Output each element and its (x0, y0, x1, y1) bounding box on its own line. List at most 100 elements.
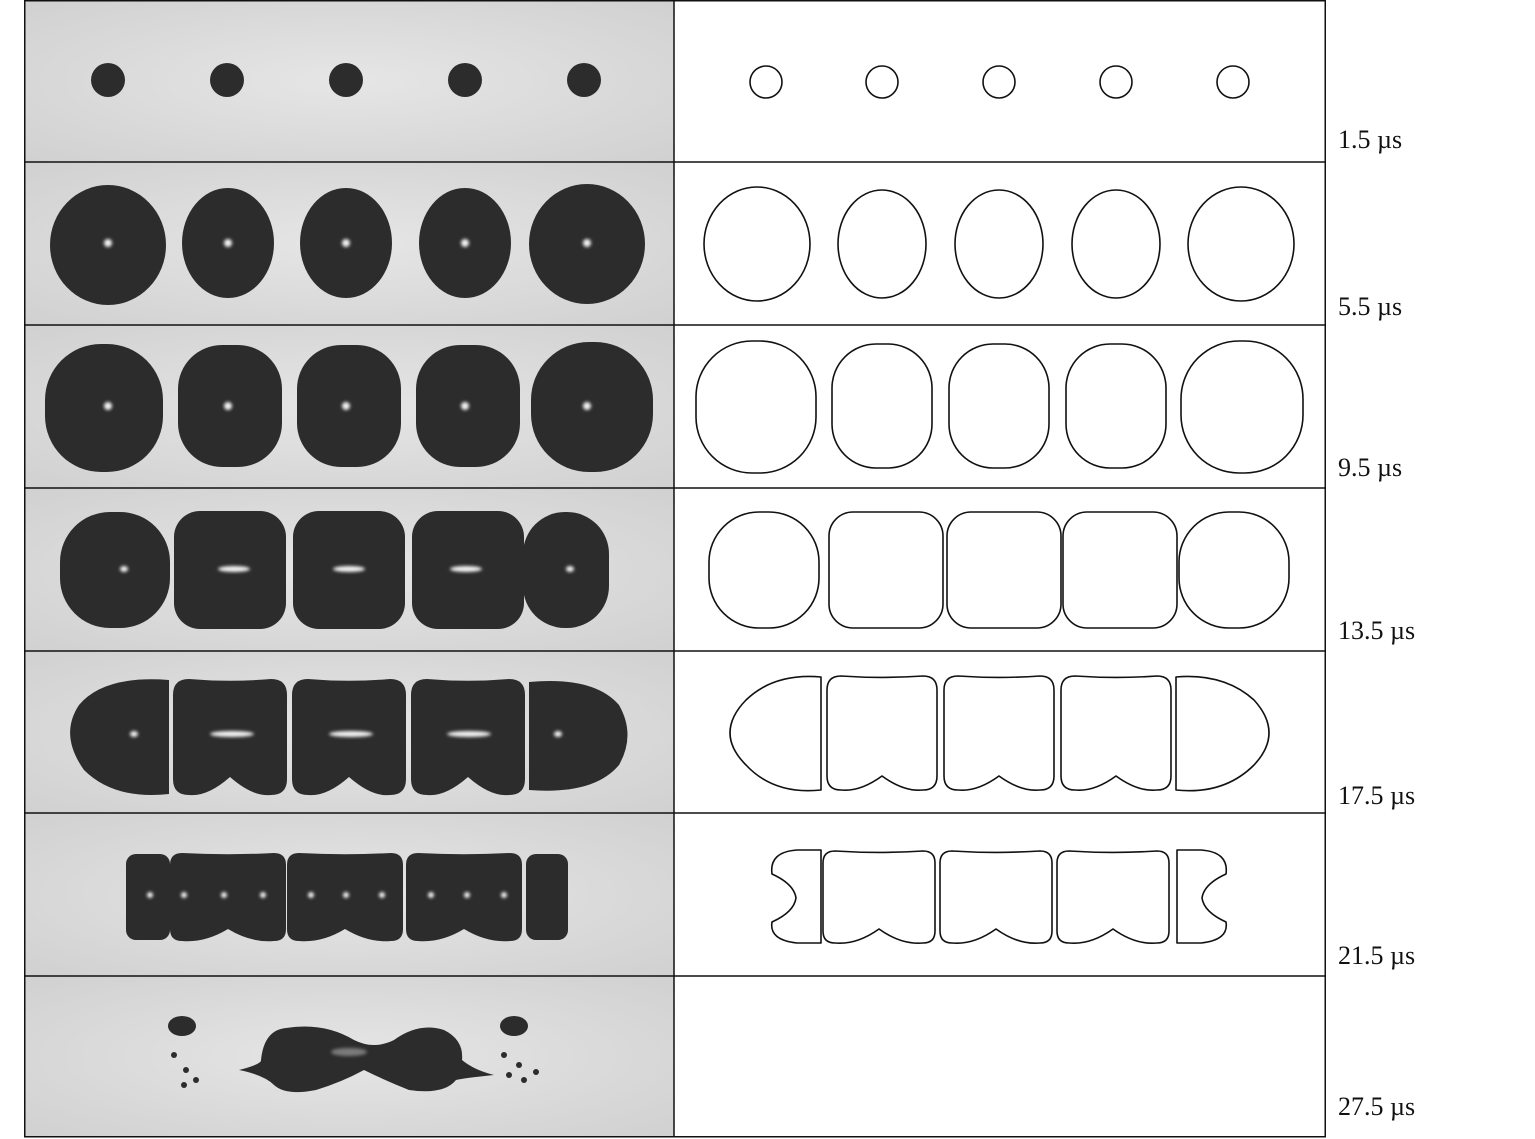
sim-contour-r6-5 (1176, 849, 1228, 944)
figure-canvas (24, 0, 1326, 1138)
photo-bubble-r6-2 (170, 853, 286, 942)
highlight-r6-4 (260, 892, 266, 898)
highlight-r6-3 (221, 892, 227, 898)
photo-fragment-r7-left (168, 1016, 196, 1036)
figure-grid (24, 0, 1326, 1138)
photo-droplet-r7-4 (181, 1082, 187, 1088)
highlight-r5-5 (554, 731, 562, 737)
highlight-r6-5 (308, 892, 314, 898)
highlight-r6-10 (501, 892, 507, 898)
highlight-r3-2 (224, 402, 232, 410)
photo-bubble-r4-5 (523, 512, 609, 628)
photo-bubble-r1-2 (210, 63, 244, 97)
photo-bubble-r5-4 (411, 679, 525, 796)
time-label-2: 5.5 µs (1338, 292, 1403, 321)
sim-contour-r2-5 (1187, 186, 1295, 302)
highlight-r6-8 (428, 892, 434, 898)
sim-contour-r1-4 (1099, 65, 1133, 99)
time-label-1: 1.5 µs (1338, 125, 1403, 154)
photo-fragment-r7-right (500, 1016, 528, 1036)
photo-bubble-r4-1 (60, 512, 170, 628)
highlight-r3-3 (342, 402, 350, 410)
photo-droplet-r7-2 (183, 1067, 189, 1073)
sim-contour-r6-4 (1056, 850, 1170, 945)
sim-contour-r6-1 (770, 849, 822, 944)
sim-contour-r4-4 (1062, 511, 1178, 629)
sim-contour-r3-4 (1065, 343, 1167, 469)
time-label-4: 13.5 µs (1338, 616, 1416, 645)
photo-bubble-r1-5 (567, 63, 601, 97)
highlight-r3-5 (583, 402, 591, 410)
highlight-r2-2 (224, 239, 232, 247)
sim-contour-r5-5 (1175, 675, 1270, 792)
photo-bubble-r5-2 (173, 679, 287, 796)
highlight-r4-5 (566, 566, 574, 572)
photo-bubble-r1-3 (329, 63, 363, 97)
photo-droplet-r7-3 (193, 1077, 199, 1083)
time-label-7: 27.5 µs (1338, 1092, 1416, 1121)
highlight-r2-1 (104, 239, 112, 247)
photo-droplet-r7-1 (171, 1052, 177, 1058)
sim-contour-r5-2 (826, 675, 938, 792)
sim-contour-r2-1 (703, 186, 811, 302)
sim-contour-r5-3 (943, 675, 1055, 792)
highlight-r5-3 (329, 731, 373, 737)
photo-droplet-r7-7 (521, 1077, 527, 1083)
highlight-r4-4 (450, 566, 482, 572)
bubble-evolution-figure (24, 0, 1326, 1139)
sim-contour-r3-5 (1180, 340, 1304, 474)
highlight-r6-9 (464, 892, 470, 898)
sim-contour-r2-4 (1071, 189, 1161, 299)
sim-contour-r1-3 (982, 65, 1016, 99)
highlight-r7-center (331, 1048, 367, 1056)
photo-bubble-r7-center (239, 1026, 494, 1093)
photo-droplet-r7-8 (506, 1072, 512, 1078)
photo-droplet-r7-6 (516, 1062, 522, 1068)
photo-bubble-r6-4 (406, 853, 522, 942)
photo-bubble-r5-3 (292, 679, 406, 796)
sim-contour-r4-3 (946, 511, 1062, 629)
time-label-6: 21.5 µs (1338, 941, 1416, 970)
photo-bubble-r1-4 (448, 63, 482, 97)
highlight-r6-7 (379, 892, 385, 898)
photo-bubble-r3-1 (45, 344, 163, 472)
highlight-r6-2 (181, 892, 187, 898)
sim-contour-r4-5 (1178, 511, 1290, 629)
highlight-r6-6 (343, 892, 349, 898)
sim-contour-r3-2 (831, 343, 933, 469)
photo-droplet-r7-5 (501, 1052, 507, 1058)
experimental-photo-panel (24, 0, 674, 1137)
highlight-r3-4 (461, 402, 469, 410)
highlight-r5-1 (130, 731, 138, 737)
sim-contour-r1-1 (749, 65, 783, 99)
photo-droplet-r7-9 (533, 1069, 539, 1075)
sim-contour-r4-1 (708, 511, 820, 629)
sim-contour-r2-3 (954, 189, 1044, 299)
outer-border (24, 0, 1326, 1138)
highlight-r5-4 (447, 731, 491, 737)
highlight-r3-1 (104, 402, 112, 410)
highlight-r2-4 (461, 239, 469, 247)
highlight-r6-1 (147, 892, 153, 898)
photo-bubble-r1-1 (91, 63, 125, 97)
highlight-r2-3 (342, 239, 350, 247)
simulation-contour-panel (695, 65, 1304, 945)
sim-contour-r4-2 (828, 511, 944, 629)
time-label-3: 9.5 µs (1338, 453, 1403, 482)
photo-bubble-r5-5 (529, 680, 628, 791)
highlight-r5-2 (210, 731, 254, 737)
sim-contour-r3-1 (695, 340, 817, 474)
time-label-5: 17.5 µs (1338, 781, 1416, 810)
sim-contour-r2-2 (837, 189, 927, 299)
sim-contour-r3-3 (948, 343, 1050, 469)
sim-contour-r6-2 (822, 850, 936, 945)
sim-contour-r6-3 (939, 850, 1053, 945)
highlight-r4-3 (333, 566, 365, 572)
sim-contour-r5-4 (1060, 675, 1172, 792)
sim-contour-r5-1 (729, 675, 822, 792)
highlight-r4-2 (218, 566, 250, 572)
photo-bubble-r3-5 (531, 342, 653, 472)
photo-bubble-r5-1 (70, 679, 169, 795)
highlight-r4-1 (120, 566, 128, 572)
photo-bubble-r6-5 (526, 854, 568, 940)
